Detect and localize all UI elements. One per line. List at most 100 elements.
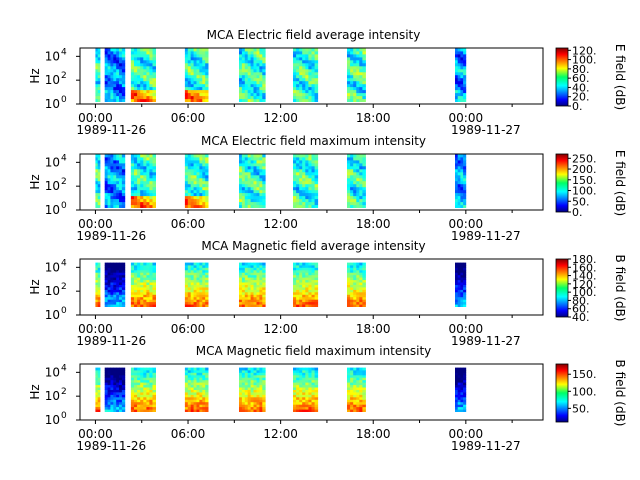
spectrogram-cell bbox=[296, 51, 300, 55]
spectrogram-cell bbox=[152, 177, 156, 182]
spectrogram-cell bbox=[241, 74, 246, 79]
spectrogram-cell bbox=[97, 292, 101, 295]
spectrogram-cell bbox=[146, 71, 150, 76]
spectrogram-cell bbox=[455, 401, 459, 405]
spectrogram-cell bbox=[299, 277, 303, 281]
spectrogram-cell bbox=[193, 174, 197, 179]
spectrogram-cell bbox=[253, 51, 257, 55]
spectrogram-cell bbox=[350, 282, 354, 285]
spectrogram-cell bbox=[311, 406, 315, 410]
spectrogram-cell bbox=[119, 262, 123, 266]
spectrogram-cell bbox=[256, 387, 260, 390]
spectrogram-cell bbox=[362, 198, 366, 203]
spectrogram-cell bbox=[302, 274, 306, 278]
spectrogram-cell bbox=[97, 183, 101, 188]
spectrogram-cell bbox=[359, 71, 363, 76]
spectrogram-cell bbox=[110, 68, 114, 73]
spectrogram-cell bbox=[262, 171, 266, 176]
spectrogram-cell bbox=[262, 165, 266, 170]
spectrogram-cell bbox=[199, 80, 203, 85]
spectrogram-cell bbox=[302, 160, 306, 164]
spectrogram-cell bbox=[311, 68, 315, 73]
spectrogram-cell bbox=[463, 186, 467, 191]
spectrogram-cell bbox=[256, 189, 260, 194]
spectrogram-cell bbox=[152, 299, 156, 303]
spectrogram-cell bbox=[199, 183, 203, 188]
spectrogram-cell bbox=[296, 162, 300, 167]
spectrogram-cell bbox=[239, 377, 243, 381]
spectrogram-cell bbox=[256, 406, 260, 410]
spectrogram-cell bbox=[359, 394, 363, 398]
spectrogram-cell bbox=[299, 272, 303, 276]
spectrogram-cell bbox=[253, 74, 257, 79]
spectrogram-cell bbox=[350, 299, 354, 303]
spectrogram-cell bbox=[455, 157, 459, 161]
spectrogram-cell bbox=[244, 269, 249, 273]
spectrogram-cell bbox=[202, 367, 206, 371]
spectrogram-cell bbox=[247, 183, 251, 188]
spectrogram-cell bbox=[190, 157, 194, 161]
spectrogram-cell bbox=[239, 171, 243, 176]
spectrogram-cell bbox=[134, 282, 138, 285]
spectrogram-cell bbox=[202, 195, 206, 200]
spectrogram-cell bbox=[113, 265, 117, 268]
spectrogram-cell bbox=[205, 174, 209, 179]
spectrogram-cell bbox=[362, 294, 366, 298]
spectrogram-cell bbox=[305, 287, 309, 290]
spectrogram-cell bbox=[97, 160, 101, 164]
spectrogram-cell bbox=[146, 162, 150, 167]
spectrogram-cell bbox=[140, 59, 144, 64]
spectrogram-cell bbox=[187, 269, 192, 273]
spectrogram-cell bbox=[104, 287, 108, 290]
spectrogram-cell bbox=[149, 165, 153, 170]
x-tick-label: 06:00 bbox=[171, 111, 206, 125]
spectrogram-cell bbox=[353, 394, 357, 398]
spectrogram-cell bbox=[143, 80, 147, 85]
spectrogram-cell bbox=[362, 201, 366, 206]
spectrogram-cell bbox=[356, 51, 360, 55]
spectrogram-cell bbox=[350, 284, 354, 288]
spectrogram-cell bbox=[205, 192, 209, 197]
spectrogram-cell bbox=[202, 401, 206, 405]
spectrogram-cell bbox=[247, 71, 251, 76]
spectrogram-cell bbox=[113, 384, 117, 388]
spectrogram-cell bbox=[239, 296, 243, 300]
spectrogram-cell bbox=[187, 204, 192, 208]
spectrogram-cell bbox=[130, 389, 135, 393]
spectrogram-cell bbox=[356, 160, 360, 164]
spectrogram-cell bbox=[308, 59, 312, 64]
spectrogram-cell bbox=[202, 379, 206, 383]
spectrogram-cell bbox=[196, 397, 200, 400]
spectrogram-cell bbox=[350, 394, 354, 398]
spectrogram-cell bbox=[121, 201, 126, 206]
spectrogram-cell bbox=[460, 265, 464, 268]
spectrogram-cell bbox=[259, 269, 263, 273]
spectrogram-cell bbox=[130, 301, 135, 305]
spectrogram-cell bbox=[308, 379, 312, 383]
spectrogram-cell bbox=[205, 269, 209, 273]
spectrogram-cell bbox=[262, 384, 266, 388]
spectrogram-cell bbox=[187, 265, 192, 268]
spectrogram-cell bbox=[199, 198, 203, 203]
spectrogram-cell bbox=[353, 379, 357, 383]
spectrogram-cell bbox=[134, 95, 138, 100]
spectrogram-cell bbox=[302, 384, 306, 388]
spectrogram-cell bbox=[460, 183, 464, 188]
spectrogram-cell bbox=[130, 56, 135, 61]
spectrogram-cell bbox=[184, 409, 189, 412]
spectrogram-cell bbox=[116, 294, 120, 298]
spectrogram-cell bbox=[350, 397, 354, 400]
spectrogram-cells bbox=[95, 154, 467, 208]
spectrogram-cell bbox=[311, 157, 315, 161]
spectrogram-cell bbox=[457, 277, 461, 281]
spectrogram-cell bbox=[199, 171, 203, 176]
spectrogram-cell bbox=[311, 299, 315, 303]
spectrogram-cell bbox=[119, 397, 123, 400]
spectrogram-cell bbox=[196, 269, 200, 273]
spectrogram-cell bbox=[256, 392, 260, 395]
spectrogram-cell bbox=[308, 392, 312, 395]
spectrogram-cell bbox=[299, 287, 303, 290]
spectrogram-cell bbox=[259, 296, 263, 300]
spectrogram-cell bbox=[196, 198, 200, 203]
